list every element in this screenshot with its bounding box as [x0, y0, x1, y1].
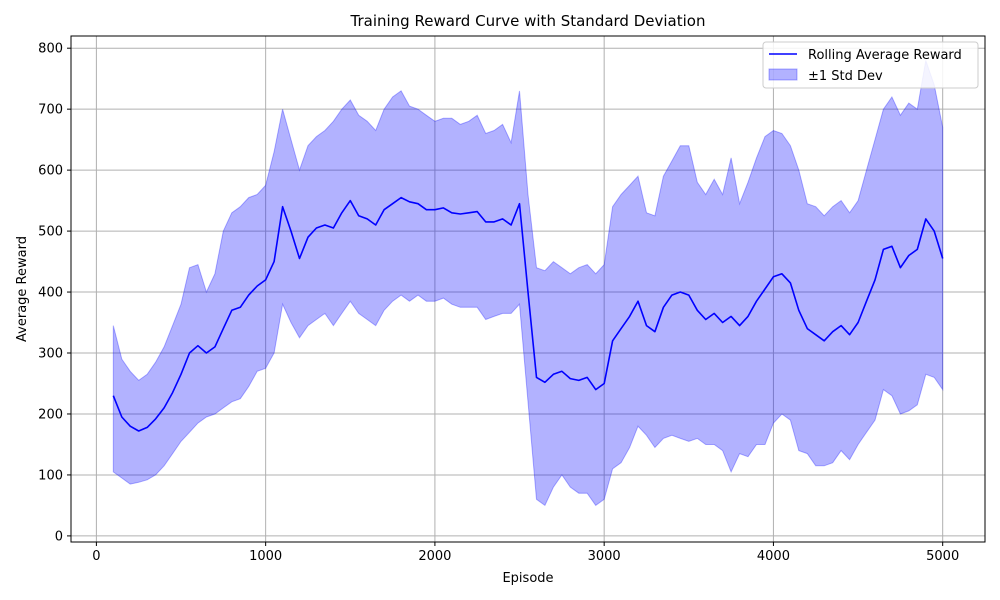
x-tick-label: 5000 [926, 549, 959, 564]
rolling-average-series [112, 196, 944, 432]
y-tick-label: 200 [38, 407, 63, 422]
std-dev-band-area [112, 60, 944, 507]
axis-ticks: 0 1000 2000 3000 4000 5000 0 100 200 300 400 500 600… [38, 42, 959, 564]
legend-frame [762, 41, 979, 89]
y-tick-label: 0 [55, 529, 63, 544]
rolling-average-line [112, 196, 944, 432]
std-dev-band [112, 60, 944, 507]
y-tick-label: 100 [38, 468, 63, 483]
y-tick-label: 700 [38, 103, 63, 118]
y-axis-label: Average Reward [15, 236, 30, 342]
x-tick-label: 4000 [757, 549, 790, 564]
legend-label-rolling-average: Rolling Average Reward [808, 48, 962, 63]
y-tick-label: 800 [38, 42, 63, 57]
x-axis-label: Episode [502, 571, 553, 586]
y-tick-label: 500 [38, 225, 63, 240]
x-tick-label: 3000 [588, 549, 621, 564]
plot-frame [70, 35, 986, 543]
legend: Rolling Average Reward ±1 Std Dev [762, 41, 979, 89]
y-tick-label: 400 [38, 286, 63, 301]
x-tick-label: 0 [92, 549, 100, 564]
grid [71, 36, 985, 542]
legend-band-swatch [768, 68, 798, 81]
y-tick-label: 300 [38, 347, 63, 362]
y-tick-label: 600 [38, 164, 63, 179]
x-tick-label: 1000 [249, 549, 282, 564]
legend-label-std-dev: ±1 Std Dev [808, 69, 883, 84]
chart-title: Training Reward Curve with Standard Devi… [350, 12, 706, 30]
x-tick-label: 2000 [418, 549, 451, 564]
